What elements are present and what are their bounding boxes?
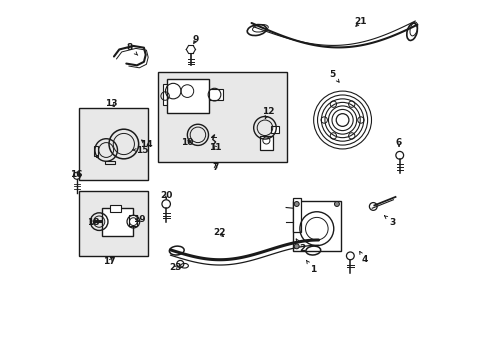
- Text: 23: 23: [169, 263, 182, 272]
- Bar: [102, 208, 133, 237]
- Text: 3: 3: [384, 216, 395, 227]
- Text: 9: 9: [193, 35, 199, 44]
- Text: 19: 19: [133, 215, 145, 224]
- Text: 5: 5: [329, 70, 339, 82]
- Bar: [94, 147, 98, 156]
- Text: 2: 2: [296, 239, 305, 253]
- Text: 6: 6: [395, 139, 401, 148]
- Bar: [110, 206, 121, 212]
- Text: 20: 20: [160, 192, 172, 201]
- Text: 21: 21: [353, 17, 366, 26]
- Circle shape: [294, 202, 299, 206]
- Text: 10: 10: [181, 138, 193, 147]
- Text: 7: 7: [212, 163, 218, 172]
- Bar: [163, 84, 169, 105]
- Text: 16: 16: [69, 170, 82, 179]
- Bar: [105, 161, 115, 164]
- Bar: [293, 201, 340, 251]
- Bar: [293, 198, 300, 232]
- Text: 18: 18: [87, 218, 100, 227]
- Circle shape: [294, 244, 299, 249]
- Bar: [128, 215, 136, 226]
- Text: 1: 1: [306, 260, 316, 274]
- Bar: [208, 89, 222, 100]
- Bar: [79, 190, 148, 256]
- Text: 12: 12: [262, 107, 274, 119]
- Circle shape: [336, 114, 348, 126]
- Bar: [96, 154, 98, 157]
- Text: 11: 11: [209, 143, 222, 152]
- Text: 22: 22: [212, 228, 225, 237]
- Text: 14: 14: [140, 140, 152, 149]
- Bar: [79, 108, 148, 180]
- Bar: [166, 80, 209, 113]
- Text: 15: 15: [133, 145, 148, 154]
- Text: 13: 13: [105, 99, 117, 108]
- Circle shape: [334, 202, 339, 206]
- Bar: [270, 126, 278, 133]
- Text: 8: 8: [126, 43, 138, 55]
- Text: 17: 17: [103, 257, 116, 266]
- Text: 4: 4: [359, 251, 367, 264]
- Bar: [260, 136, 272, 150]
- Bar: [158, 72, 286, 162]
